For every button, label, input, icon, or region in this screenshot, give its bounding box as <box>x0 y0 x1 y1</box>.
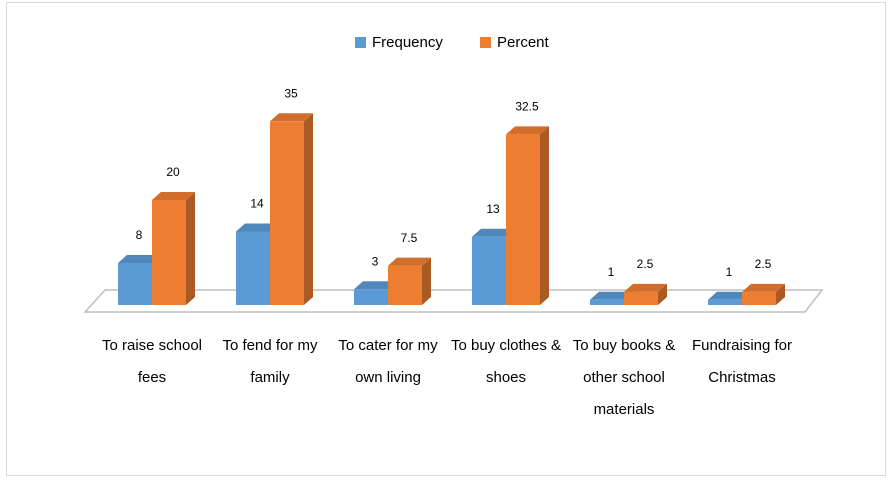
bar <box>506 126 549 305</box>
bar-side <box>186 192 195 305</box>
bar-front <box>472 236 506 305</box>
bar <box>152 192 195 305</box>
bar-front <box>624 291 658 305</box>
data-label: 35 <box>284 86 298 100</box>
legend-swatch <box>480 37 491 48</box>
bar-front <box>354 289 388 305</box>
bar-top <box>708 291 751 300</box>
bar-front <box>152 200 186 305</box>
bar-top <box>472 228 515 237</box>
bar-front <box>118 263 152 305</box>
bar-front <box>742 291 776 305</box>
x-tick-label: To fend for my family <box>222 337 318 386</box>
data-label: 14 <box>250 197 264 211</box>
data-label: 1 <box>726 265 733 279</box>
bar-side <box>658 283 667 305</box>
data-label: 20 <box>166 165 180 179</box>
bar-front <box>236 231 270 305</box>
chart-frame <box>6 2 886 476</box>
bar-side <box>422 257 431 305</box>
bar-top <box>624 283 667 292</box>
data-label: 2.5 <box>637 257 654 271</box>
bar-top <box>388 257 431 266</box>
data-label: 3 <box>372 254 379 268</box>
legend-label: Frequency <box>372 34 443 51</box>
x-tick-label: Fundraising for Christmas <box>691 337 793 386</box>
bar-top <box>270 113 313 122</box>
bar-side <box>540 126 549 305</box>
bar-front <box>590 299 624 305</box>
data-label: 1 <box>608 265 615 279</box>
data-label: 7.5 <box>401 231 418 245</box>
legend-label: Percent <box>497 34 550 51</box>
bar-top <box>236 223 279 232</box>
data-label: 2.5 <box>755 257 772 271</box>
bar-top <box>742 283 785 292</box>
bar-top <box>152 192 195 200</box>
x-tick-label: To buy books & other school materials <box>572 337 676 418</box>
x-tick-label: To raise school fees <box>101 337 203 386</box>
data-label: 32.5 <box>515 100 539 114</box>
legend-swatch <box>355 37 366 48</box>
bar-front <box>708 299 742 305</box>
bar-side <box>776 283 785 305</box>
bar-top <box>354 281 397 290</box>
bar <box>388 257 431 305</box>
bar-side <box>304 113 313 305</box>
bar <box>742 283 785 305</box>
data-label: 8 <box>136 228 143 242</box>
bar-front <box>388 265 422 305</box>
bar-top <box>590 291 633 300</box>
x-tick-label: To cater for my own living <box>338 337 438 386</box>
bar <box>624 283 667 305</box>
bar-top <box>118 255 161 263</box>
x-tick-label: To buy clothes & shoes <box>450 337 562 386</box>
bar-top <box>506 126 549 135</box>
bar <box>270 113 313 305</box>
data-label: 13 <box>486 202 500 216</box>
bar-front <box>270 121 304 305</box>
bar-front <box>506 134 540 305</box>
